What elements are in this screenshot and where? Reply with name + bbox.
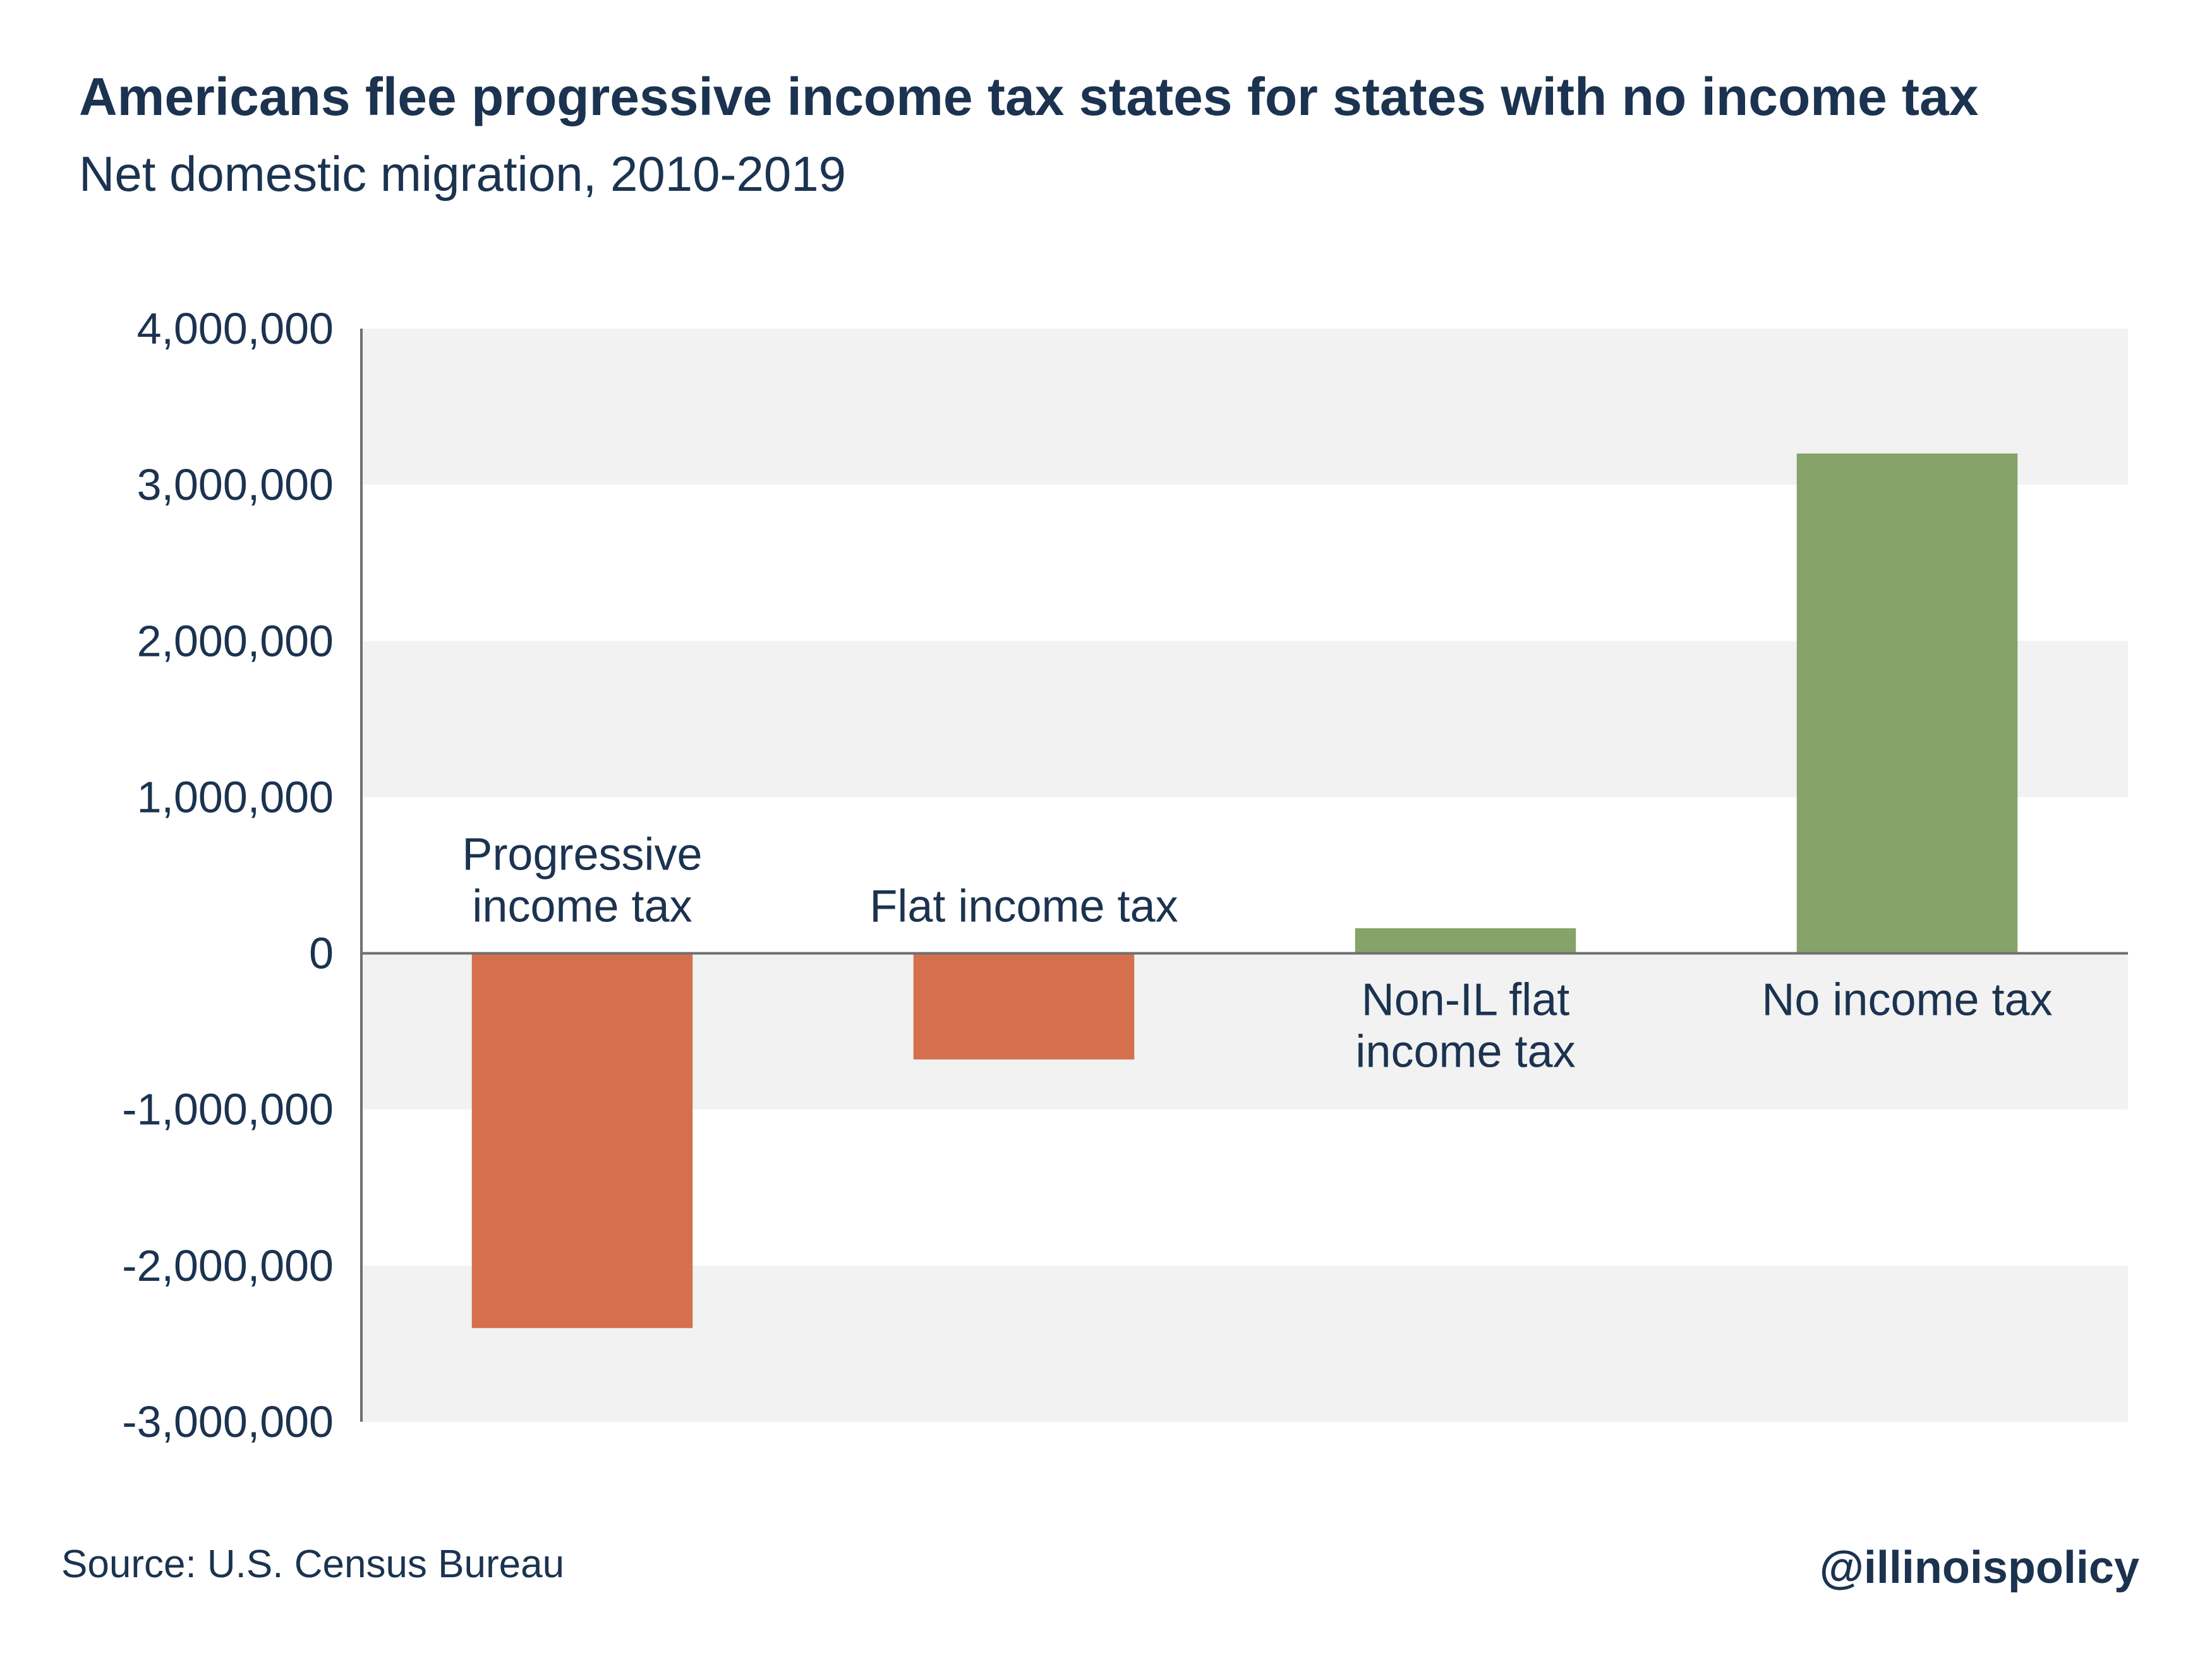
chart-title: Americans flee progressive income tax st… (79, 67, 1979, 126)
category-labels: Progressive income tax Flat income tax Non-… (462, 830, 2052, 1077)
category-label: Progressive income tax (462, 830, 702, 932)
y-tick-label: -2,000,000 (122, 1241, 334, 1290)
source-note: Source: U.S. Census Bureau (61, 1542, 565, 1586)
y-tick-label: 3,000,000 (137, 460, 334, 509)
bar-group (471, 453, 2018, 1328)
bar (1796, 453, 2018, 954)
y-tick-label: -3,000,000 (122, 1397, 334, 1446)
category-label: Flat income tax (869, 881, 1178, 932)
bar (1355, 928, 1576, 954)
bar (471, 953, 693, 1328)
category-label: Non-IL flat income tax (1355, 975, 1575, 1077)
brand-handle: @illinoispolicy (1819, 1542, 2139, 1593)
bar (913, 953, 1135, 1060)
y-tick-label: -1,000,000 (122, 1085, 334, 1134)
chart-subtitle: Net domestic migration, 2010-2019 (79, 146, 846, 202)
y-tick-label: 1,000,000 (137, 772, 334, 821)
category-label: No income tax (1762, 975, 2052, 1026)
y-tick-label: 0 (309, 929, 334, 978)
y-tick-labels: 4,000,000 3,000,000 2,000,000 1,000,000 0 -1,… (122, 304, 334, 1446)
y-tick-label: 2,000,000 (137, 616, 334, 665)
y-tick-label: 4,000,000 (137, 304, 334, 353)
